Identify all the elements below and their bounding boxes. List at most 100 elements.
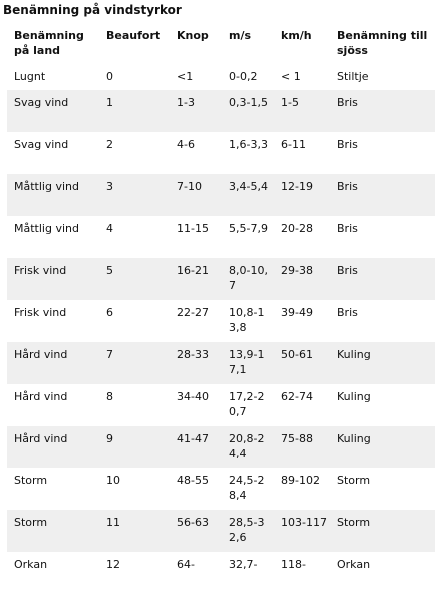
cell-beaufort: 9 <box>99 426 170 468</box>
header-sea-name: Benämning till sjöss <box>330 21 435 66</box>
cell-km-per-hour: 1-5 <box>274 90 330 132</box>
cell-km-per-hour: 118- <box>274 552 330 590</box>
cell-beaufort: 5 <box>99 258 170 300</box>
table-row: Lugnt 0 <1 0-0,2 < 1 Stiltje <box>7 66 435 90</box>
cell-knots: 7-10 <box>170 174 222 216</box>
cell-beaufort: 3 <box>99 174 170 216</box>
cell-km-per-hour: < 1 <box>274 66 330 90</box>
cell-km-per-hour: 12-19 <box>274 174 330 216</box>
table-row: Frisk vind 5 16-21 8,0-10,7 29-38 Bris <box>7 258 435 300</box>
cell-land-name: Frisk vind <box>7 300 99 342</box>
cell-sea-name: Storm <box>330 510 435 552</box>
cell-knots: 16-21 <box>170 258 222 300</box>
cell-sea-name: Orkan <box>330 552 435 590</box>
cell-land-name: Hård vind <box>7 426 99 468</box>
cell-meters-per-second: 32,7- <box>222 552 274 590</box>
cell-land-name: Storm <box>7 468 99 510</box>
cell-beaufort: 6 <box>99 300 170 342</box>
cell-sea-name: Bris <box>330 90 435 132</box>
cell-sea-name: Bris <box>330 300 435 342</box>
header-land-name: Benämning på land <box>7 21 99 66</box>
cell-sea-name: Bris <box>330 216 435 258</box>
cell-meters-per-second: 3,4-5,4 <box>222 174 274 216</box>
cell-meters-per-second: 20,8-24,4 <box>222 426 274 468</box>
cell-meters-per-second: 0,3-1,5 <box>222 90 274 132</box>
cell-sea-name: Kuling <box>330 384 435 426</box>
cell-knots: 22-27 <box>170 300 222 342</box>
table-title: Benämning på vindstyrkor <box>3 3 182 17</box>
header-meters-per-second: m/s <box>222 21 274 66</box>
cell-km-per-hour: 20-28 <box>274 216 330 258</box>
cell-knots: 64- <box>170 552 222 590</box>
table-row: Måttlig vind 3 7-10 3,4-5,4 12-19 Bris <box>7 174 435 216</box>
cell-beaufort: 11 <box>99 510 170 552</box>
cell-beaufort: 0 <box>99 66 170 90</box>
cell-knots: 48-55 <box>170 468 222 510</box>
cell-meters-per-second: 0-0,2 <box>222 66 274 90</box>
cell-knots: 4-6 <box>170 132 222 174</box>
cell-meters-per-second: 8,0-10,7 <box>222 258 274 300</box>
table-row: Hård vind 7 28-33 13,9-17,1 50-61 Kuling <box>7 342 435 384</box>
header-row: Benämning på land Beaufort Knop m/s km/h… <box>7 21 435 66</box>
table-row: Måttlig vind 4 11-15 5,5-7,9 20-28 Bris <box>7 216 435 258</box>
cell-sea-name: Bris <box>330 258 435 300</box>
wind-scale-table: Benämning på land Beaufort Knop m/s km/h… <box>7 21 435 590</box>
cell-meters-per-second: 10,8-13,8 <box>222 300 274 342</box>
cell-meters-per-second: 5,5-7,9 <box>222 216 274 258</box>
header-knots: Knop <box>170 21 222 66</box>
cell-land-name: Hård vind <box>7 342 99 384</box>
table-row: Svag vind 2 4-6 1,6-3,3 6-11 Bris <box>7 132 435 174</box>
cell-meters-per-second: 24,5-28,4 <box>222 468 274 510</box>
cell-beaufort: 7 <box>99 342 170 384</box>
cell-km-per-hour: 75-88 <box>274 426 330 468</box>
cell-land-name: Svag vind <box>7 90 99 132</box>
cell-sea-name: Stiltje <box>330 66 435 90</box>
table-row: Orkan 12 64- 32,7- 118- Orkan <box>7 552 435 590</box>
cell-knots: 28-33 <box>170 342 222 384</box>
cell-knots: 56-63 <box>170 510 222 552</box>
header-beaufort: Beaufort <box>99 21 170 66</box>
table-row: Frisk vind 6 22-27 10,8-13,8 39-49 Bris <box>7 300 435 342</box>
cell-km-per-hour: 29-38 <box>274 258 330 300</box>
cell-knots: 11-15 <box>170 216 222 258</box>
table-row: Hård vind 9 41-47 20,8-24,4 75-88 Kuling <box>7 426 435 468</box>
cell-sea-name: Bris <box>330 174 435 216</box>
cell-land-name: Orkan <box>7 552 99 590</box>
table-row: Storm 11 56-63 28,5-32,6 103-117 Storm <box>7 510 435 552</box>
cell-land-name: Frisk vind <box>7 258 99 300</box>
cell-meters-per-second: 17,2-20,7 <box>222 384 274 426</box>
cell-land-name: Storm <box>7 510 99 552</box>
cell-meters-per-second: 13,9-17,1 <box>222 342 274 384</box>
cell-beaufort: 8 <box>99 384 170 426</box>
cell-meters-per-second: 28,5-32,6 <box>222 510 274 552</box>
header-km-per-hour: km/h <box>274 21 330 66</box>
cell-knots: <1 <box>170 66 222 90</box>
cell-knots: 34-40 <box>170 384 222 426</box>
cell-beaufort: 4 <box>99 216 170 258</box>
cell-km-per-hour: 89-102 <box>274 468 330 510</box>
cell-knots: 41-47 <box>170 426 222 468</box>
cell-land-name: Lugnt <box>7 66 99 90</box>
cell-km-per-hour: 50-61 <box>274 342 330 384</box>
cell-sea-name: Kuling <box>330 426 435 468</box>
cell-meters-per-second: 1,6-3,3 <box>222 132 274 174</box>
cell-sea-name: Bris <box>330 132 435 174</box>
cell-knots: 1-3 <box>170 90 222 132</box>
table-body: Lugnt 0 <1 0-0,2 < 1 Stiltje Svag vind 1 1-3 0,3-… <box>7 66 435 590</box>
cell-beaufort: 2 <box>99 132 170 174</box>
cell-km-per-hour: 62-74 <box>274 384 330 426</box>
cell-beaufort: 12 <box>99 552 170 590</box>
cell-km-per-hour: 103-117 <box>274 510 330 552</box>
cell-beaufort: 10 <box>99 468 170 510</box>
cell-land-name: Svag vind <box>7 132 99 174</box>
cell-sea-name: Kuling <box>330 342 435 384</box>
cell-beaufort: 1 <box>99 90 170 132</box>
cell-km-per-hour: 6-11 <box>274 132 330 174</box>
cell-land-name: Måttlig vind <box>7 174 99 216</box>
cell-land-name: Hård vind <box>7 384 99 426</box>
table-row: Svag vind 1 1-3 0,3-1,5 1-5 Bris <box>7 90 435 132</box>
cell-sea-name: Storm <box>330 468 435 510</box>
cell-km-per-hour: 39-49 <box>274 300 330 342</box>
cell-land-name: Måttlig vind <box>7 216 99 258</box>
